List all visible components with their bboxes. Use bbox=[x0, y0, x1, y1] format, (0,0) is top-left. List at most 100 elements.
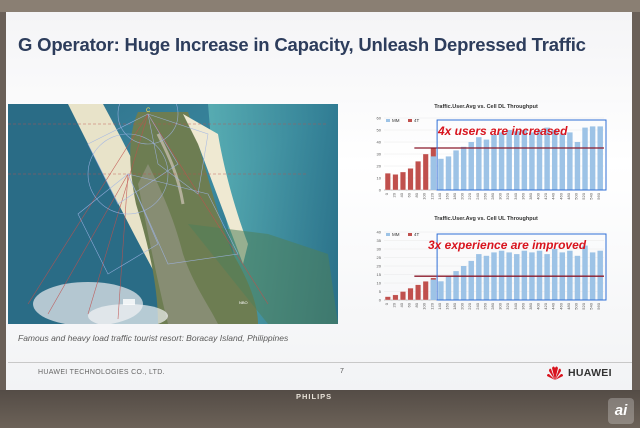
ul-throughput-chart: Traffic.User.Avg vs. Cell UL Throughput … bbox=[360, 216, 612, 320]
dl-xtick-label: 260 bbox=[482, 192, 487, 199]
dl-xtick-label: 420 bbox=[543, 192, 548, 199]
dl-bar-mm bbox=[483, 139, 490, 190]
ul-bar-mm bbox=[551, 249, 558, 300]
dl-xtick-label: 280 bbox=[490, 192, 495, 199]
ul-bar-4t bbox=[415, 284, 422, 301]
ul-bar-4t bbox=[407, 287, 414, 301]
dl-xtick-label: 440 bbox=[551, 192, 556, 199]
ul-xtick-label: 540 bbox=[589, 302, 594, 309]
slide-caption: Famous and heavy load traffic tourist re… bbox=[18, 333, 289, 343]
dl-bar-mm bbox=[438, 158, 444, 190]
ul-xtick-label: 420 bbox=[543, 302, 548, 309]
ul-bar-mm bbox=[544, 254, 550, 300]
dl-ytick-label: 0 bbox=[379, 187, 382, 192]
dl-xtick-label: 180 bbox=[452, 192, 457, 199]
dl-bar-mm bbox=[536, 130, 543, 190]
dl-xtick-label: 220 bbox=[467, 192, 472, 199]
map-point-label: C bbox=[146, 108, 151, 114]
ul-xtick-label: 160 bbox=[444, 302, 449, 309]
satellite-map: C NBO bbox=[8, 104, 338, 324]
dl-ytick-label: 40 bbox=[377, 139, 382, 144]
dl-xtick-label: 200 bbox=[460, 192, 465, 199]
dl-highlight-box bbox=[436, 119, 607, 191]
dl-xtick-label: 0 bbox=[384, 192, 389, 195]
dl-bar-mm bbox=[506, 130, 512, 190]
ul-xtick-label: 240 bbox=[475, 302, 480, 309]
dl-bar-mm bbox=[445, 156, 452, 190]
ul-xtick-label: 320 bbox=[505, 302, 510, 309]
dl-xtick-label: 80 bbox=[414, 192, 419, 197]
dl-bar-mm bbox=[514, 131, 520, 190]
ul-ytick-label: 5 bbox=[379, 289, 382, 294]
dl-xtick-label: 140 bbox=[437, 192, 442, 199]
dl-bar-4t bbox=[422, 153, 429, 191]
dl-bar-mm bbox=[551, 130, 558, 190]
dl-bar-mm bbox=[491, 134, 497, 190]
ul-legend-label-4t: 4T bbox=[414, 232, 420, 237]
dl-xtick-label: 360 bbox=[520, 192, 525, 199]
dl-bar-mm bbox=[567, 132, 573, 190]
ul-bar-4t bbox=[392, 294, 399, 301]
dl-bar-4t bbox=[407, 168, 414, 191]
ul-xtick-label: 520 bbox=[581, 302, 586, 309]
dl-bar-mm bbox=[582, 127, 588, 190]
dl-bar-4t bbox=[400, 171, 406, 191]
company-name: HUAWEI TECHNOLOGIES CO., LTD. bbox=[38, 369, 165, 376]
ul-xtick-label: 80 bbox=[414, 302, 419, 307]
dl-bar-mm bbox=[498, 132, 505, 190]
ul-chart-annotation: 3x experience are improved bbox=[428, 238, 587, 252]
dl-ytick-label: 20 bbox=[377, 163, 382, 168]
ul-xtick-label: 300 bbox=[498, 302, 503, 309]
watermark-logo: ai bbox=[608, 398, 634, 424]
dl-chart-title: Traffic.User.Avg vs. Cell DL Throughput bbox=[434, 104, 538, 110]
ul-bar-mm bbox=[582, 245, 588, 300]
dl-xtick-label: 480 bbox=[566, 192, 571, 199]
ul-xtick-label: 400 bbox=[536, 302, 541, 309]
dl-bar-mm bbox=[559, 133, 566, 190]
dl-ytick-label: 60 bbox=[377, 115, 382, 120]
ul-xtick-label: 20 bbox=[391, 302, 396, 307]
ul-bar-mm bbox=[453, 271, 459, 300]
dl-xtick-label: 300 bbox=[498, 192, 503, 199]
dl-xtick-label: 240 bbox=[475, 192, 480, 199]
dl-bar-mm bbox=[430, 156, 437, 190]
monitor-bezel-bottom bbox=[0, 390, 640, 428]
ul-xtick-label: 180 bbox=[452, 302, 457, 309]
ul-bar-mm bbox=[597, 250, 603, 300]
ul-ytick-label: 20 bbox=[377, 263, 382, 268]
dl-bar-mm bbox=[529, 132, 535, 190]
dl-bar-mm bbox=[597, 126, 603, 190]
ul-ytick-label: 40 bbox=[377, 229, 382, 234]
dl-bar-4t bbox=[384, 173, 391, 191]
ul-xtick-label: 480 bbox=[566, 302, 571, 309]
dl-xtick-label: 40 bbox=[399, 192, 404, 197]
monitor-bezel-top bbox=[0, 0, 640, 12]
dl-legend-label-mm: MM bbox=[392, 118, 400, 123]
map-image: C NBO bbox=[8, 104, 338, 324]
dl-xtick-label: 100 bbox=[422, 192, 427, 199]
dl-xtick-label: 520 bbox=[581, 192, 586, 199]
ul-bar-mm bbox=[483, 255, 490, 300]
ul-xtick-label: 40 bbox=[399, 302, 404, 307]
huawei-logo-text: HUAWEI bbox=[568, 367, 612, 379]
dl-ytick-label: 50 bbox=[377, 127, 382, 132]
ul-bar-mm bbox=[536, 250, 543, 300]
ul-xtick-label: 140 bbox=[437, 302, 442, 309]
ul-bar-4t bbox=[422, 281, 429, 301]
dl-ytick-label: 30 bbox=[377, 151, 382, 156]
ul-bar-mm bbox=[430, 279, 437, 300]
ul-xtick-label: 560 bbox=[596, 302, 601, 309]
ul-xtick-label: 60 bbox=[407, 302, 412, 307]
dl-xtick-label: 340 bbox=[513, 192, 518, 199]
ul-legend-label-mm: MM bbox=[392, 232, 400, 237]
dl-bar-mm bbox=[544, 127, 550, 190]
dl-xtick-label: 460 bbox=[558, 192, 563, 199]
ul-xtick-label: 100 bbox=[422, 302, 427, 309]
ul-ytick-label: 0 bbox=[379, 297, 382, 302]
dl-xtick-label: 160 bbox=[444, 192, 449, 199]
ul-xtick-label: 500 bbox=[573, 302, 578, 309]
ul-xtick-label: 360 bbox=[520, 302, 525, 309]
ul-chart-title: Traffic.User.Avg vs. Cell UL Throughput bbox=[434, 216, 538, 222]
